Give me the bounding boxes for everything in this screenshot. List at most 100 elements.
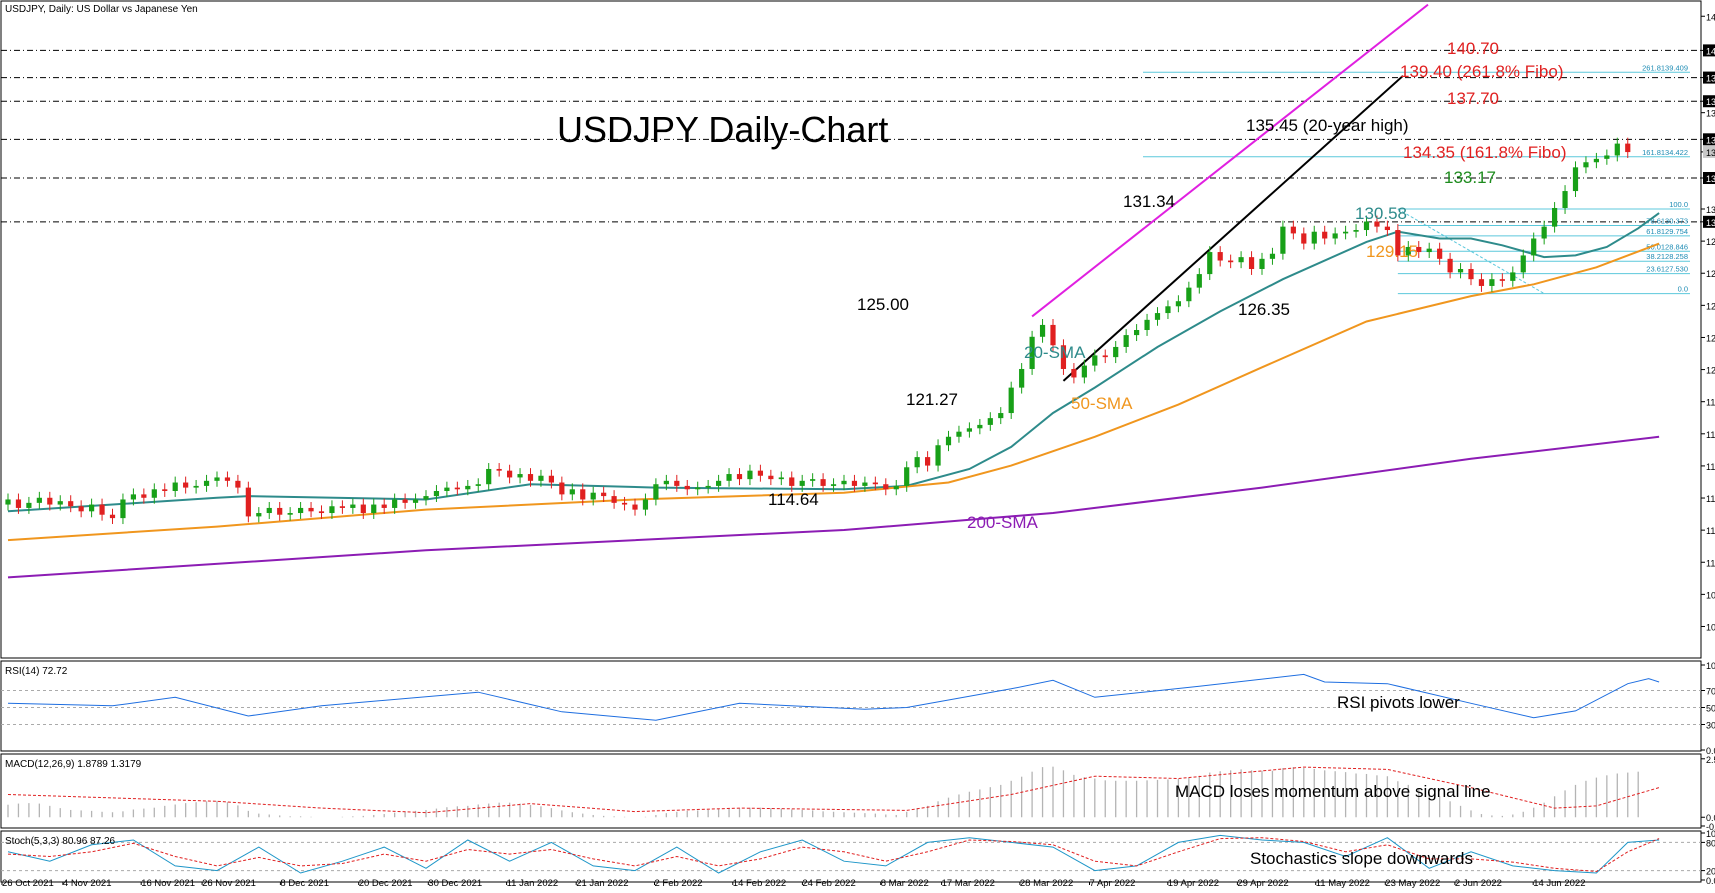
candle-body xyxy=(1583,162,1589,168)
price-annotation: 133.17 xyxy=(1444,168,1496,187)
candle-body xyxy=(1102,355,1108,358)
candle-body xyxy=(1374,221,1380,227)
price-tag-bg xyxy=(1703,145,1715,158)
candle-bearish xyxy=(1217,246,1223,267)
candle-bullish xyxy=(1008,381,1014,419)
candle-body xyxy=(883,484,889,490)
price-annotation: 131.34 xyxy=(1123,192,1175,211)
candle-body xyxy=(454,487,460,490)
candle-body xyxy=(527,474,534,481)
price-tick-label: 135.453 xyxy=(1706,135,1715,145)
candle-bullish xyxy=(841,474,847,491)
candle-bullish xyxy=(172,476,178,497)
candle-body xyxy=(224,477,231,481)
price-tick-label: 139.096 xyxy=(1706,74,1715,84)
price-tick-label: 114.285 xyxy=(1706,494,1715,504)
candle-bullish xyxy=(1039,318,1046,343)
candle-bullish xyxy=(1238,251,1244,269)
candle-bullish xyxy=(1280,220,1286,260)
candle-body xyxy=(486,468,492,485)
candle-body xyxy=(371,504,377,514)
candle-bullish xyxy=(977,418,983,435)
candle-body xyxy=(851,480,858,486)
candle-body xyxy=(1384,226,1390,231)
candle-bullish xyxy=(287,507,293,521)
candle-bullish xyxy=(1134,324,1140,342)
candle-bullish xyxy=(256,507,262,523)
candle-bearish xyxy=(820,473,826,492)
candle-body xyxy=(580,489,586,500)
candle-body xyxy=(904,467,910,486)
candle-bearish xyxy=(1228,254,1234,269)
oscillator-tick-label: 80.00 xyxy=(1706,838,1715,848)
fibonacci-retracement: 261.8139.409 161.8134.422 100.0 78.6130.373… xyxy=(1143,63,1690,295)
candle-bullish xyxy=(266,502,272,519)
candle-body xyxy=(78,506,84,512)
candle-bullish xyxy=(371,498,377,519)
candle-body xyxy=(339,506,345,508)
candle-bullish xyxy=(998,407,1004,425)
candle-body xyxy=(841,480,847,485)
candle-bullish xyxy=(1531,232,1537,262)
candle-bullish xyxy=(569,483,575,501)
price-tick-label: 118.075 xyxy=(1706,430,1715,440)
price-tick-label: 123.760 xyxy=(1706,333,1715,343)
candle-bullish xyxy=(799,474,805,492)
candle-bullish xyxy=(517,468,523,484)
candle-bearish xyxy=(548,469,554,489)
candle-body xyxy=(47,497,53,505)
candle-body xyxy=(1468,269,1474,280)
candle-bullish xyxy=(57,495,63,511)
candle-body xyxy=(601,492,607,497)
price-annotation: 130.58 xyxy=(1355,204,1407,223)
candle-bullish xyxy=(810,473,816,487)
candle-body xyxy=(935,445,941,466)
candle-bullish xyxy=(538,469,544,487)
candle-body xyxy=(1280,226,1286,254)
candle-body xyxy=(1363,221,1370,231)
time-tick-label: 8 Mar 2022 xyxy=(881,878,929,888)
candle-bullish xyxy=(893,479,899,496)
time-tick-label: 2 Feb 2022 xyxy=(655,878,703,888)
candle-body xyxy=(172,482,178,491)
candle-body xyxy=(674,480,680,486)
candle-body xyxy=(1238,257,1244,263)
candle-body xyxy=(266,507,272,514)
trend-lines xyxy=(1031,3,1429,382)
candle-body xyxy=(684,485,690,490)
candle-bearish xyxy=(768,469,774,486)
candle-bullish xyxy=(5,493,11,511)
sma-label: 200-SMA xyxy=(967,513,1039,532)
price-tag-bg xyxy=(1703,215,1715,228)
candle-body xyxy=(548,475,554,483)
oscillator-tick-label: 0.0000 xyxy=(1706,813,1715,823)
candle-bearish xyxy=(141,488,147,504)
candle-body xyxy=(1614,143,1620,156)
candle-body xyxy=(1248,257,1255,270)
price-grid xyxy=(1,49,1701,223)
price-tick-label: 129.445 xyxy=(1706,237,1715,247)
candle-body xyxy=(1426,248,1432,253)
candle-bullish xyxy=(1092,349,1098,372)
candle-body xyxy=(695,487,701,490)
oscillator-tick-label: 20.00 xyxy=(1706,867,1715,877)
candle-body xyxy=(1604,155,1610,159)
candle-body xyxy=(99,504,105,515)
candle-body xyxy=(1144,319,1150,331)
oscillator-tick-label: 100.00 xyxy=(1706,661,1715,671)
candle-body xyxy=(475,484,481,486)
sma-label: 50-SMA xyxy=(1071,394,1133,413)
price-tag-bg xyxy=(1703,172,1715,185)
candle-bullish xyxy=(1269,247,1276,265)
candle-body xyxy=(318,511,325,514)
candle-body xyxy=(1207,252,1213,275)
candle-body xyxy=(1123,335,1129,347)
candle-body xyxy=(872,482,878,485)
candle-body xyxy=(1259,258,1265,270)
time-tick-label: 23 May 2022 xyxy=(1385,878,1440,888)
candle-bullish xyxy=(778,471,784,486)
candle-body xyxy=(1562,191,1568,208)
candle-bullish xyxy=(203,474,210,492)
price-annotation: 137.70 xyxy=(1447,89,1499,108)
candle-body xyxy=(1019,368,1025,388)
